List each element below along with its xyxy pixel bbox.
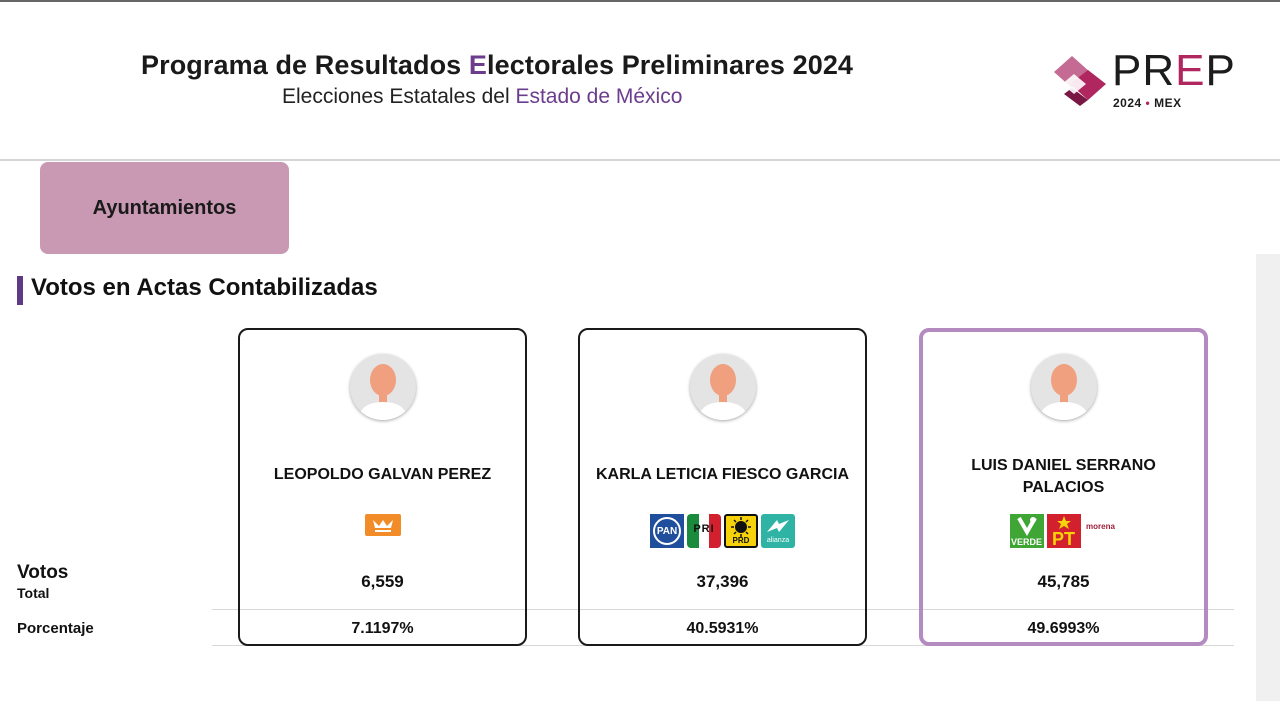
candidate-votes: 6,559 <box>361 572 404 591</box>
candidate-name: LEOPOLDO GALVAN PEREZ <box>273 466 492 483</box>
movimiento-ciudadano-icon <box>364 514 401 536</box>
party-logos: PAN PRI PRD alianza <box>580 514 865 548</box>
prd-label: PRD <box>732 536 750 545</box>
section-title: Votos en Actas Contabilizadas <box>31 274 378 301</box>
pri-label: PRI <box>693 523 715 535</box>
header-divider <box>0 159 1280 161</box>
verde-label: VERDE <box>1010 537 1042 547</box>
pri-icon: PRI <box>687 514 721 548</box>
pvem-icon: VERDE <box>1009 514 1044 548</box>
row-label-total: Total <box>17 585 50 601</box>
candidate-percent: 49.6993% <box>1027 620 1100 637</box>
section-accent-bar <box>17 276 23 305</box>
candidate-card[interactable]: KARLA LETICIA FIESCO GARCIA PAN PRI PRD … <box>578 328 867 646</box>
candidate-avatar-icon <box>689 354 756 420</box>
prep-logo-wordmark: PREP <box>1112 46 1236 95</box>
candidate-card-leading[interactable]: LUIS DANIEL SERRANO PALACIOS VERDE PT mo… <box>919 328 1208 646</box>
party-logos: VERDE PT morena <box>923 514 1204 548</box>
scrollbar-track[interactable] <box>1256 254 1280 701</box>
pt-label: PT <box>1051 529 1075 549</box>
pan-label: PAN <box>653 517 681 545</box>
candidate-votes: 45,785 <box>1037 572 1090 591</box>
party-logos <box>240 514 525 536</box>
candidate-card[interactable]: LEOPOLDO GALVAN PEREZ 6,559 7.1197% <box>238 328 527 646</box>
morena-icon: morena <box>1084 514 1118 548</box>
candidate-percent: 40.5931% <box>686 620 759 637</box>
candidate-avatar-icon <box>349 354 416 420</box>
candidate-avatar-icon <box>1030 354 1097 420</box>
page-subtitle: Elecciones Estatales del Estado de Méxic… <box>282 85 683 108</box>
prep-logo-subtitle: 2024 • MEX <box>1113 96 1182 110</box>
pan-icon: PAN <box>650 514 684 548</box>
page-title: Programa de Resultados Electorales Preli… <box>141 50 854 80</box>
page-header: Programa de Resultados Electorales Preli… <box>0 2 1280 160</box>
prep-logo-icon <box>1054 56 1106 106</box>
row-label-votos: Votos <box>17 562 69 583</box>
candidate-name: KARLA LETICIA FIESCO GARCIA <box>595 466 850 483</box>
morena-label: morena <box>1086 521 1115 531</box>
tab-ayuntamientos[interactable]: Ayuntamientos <box>40 162 289 254</box>
prd-icon: PRD <box>724 514 758 548</box>
nueva-alianza-icon: alianza <box>761 514 795 548</box>
candidate-votes: 37,396 <box>696 572 749 591</box>
row-divider-votes <box>212 609 1234 610</box>
candidate-name: LUIS DANIEL SERRANO PALACIOS <box>971 457 1156 496</box>
candidate-percent: 7.1197% <box>351 620 414 637</box>
prep-logo[interactable]: PREP 2024 • MEX <box>1052 46 1252 114</box>
top-border <box>0 0 1280 2</box>
row-label-porcentaje: Porcentaje <box>17 620 94 637</box>
alianza-label: alianza <box>766 537 790 544</box>
pt-icon: PT <box>1046 514 1081 549</box>
